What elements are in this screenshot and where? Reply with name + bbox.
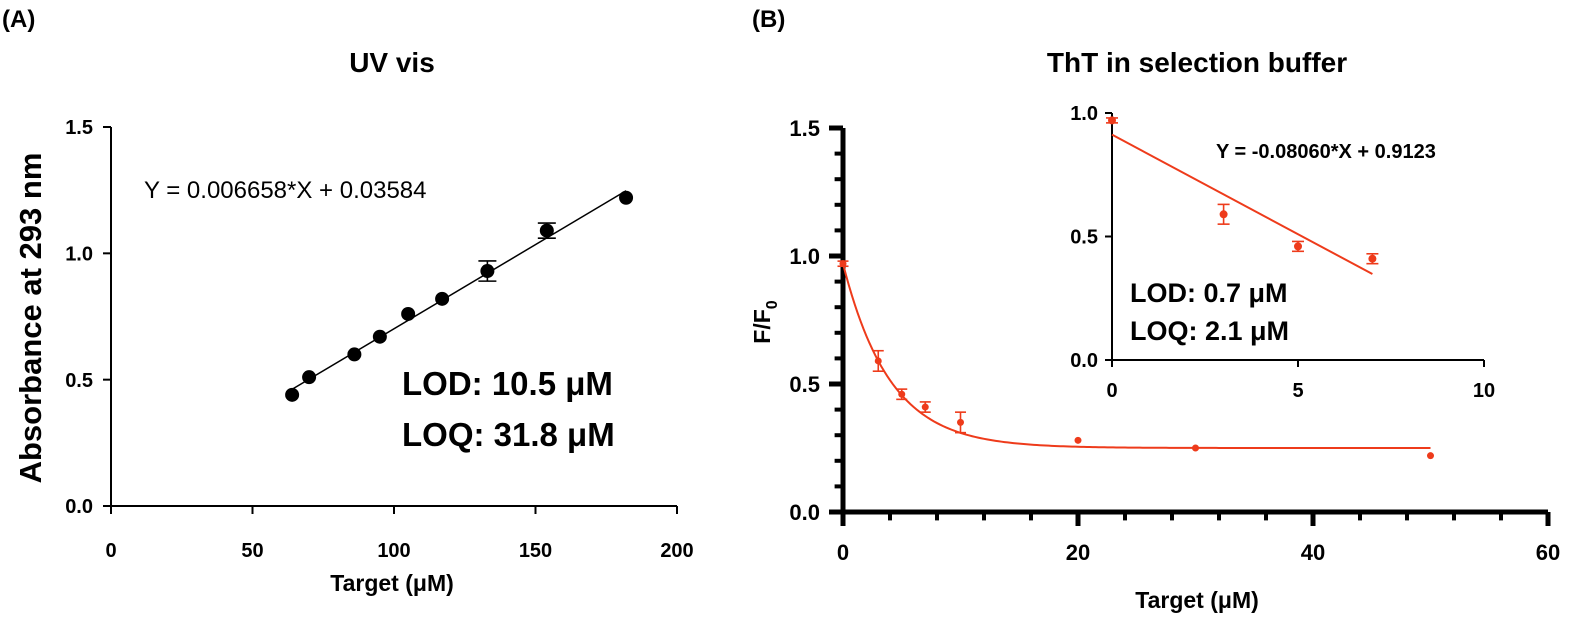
panel-b-y-axis-label-main: F/F <box>749 309 775 344</box>
panel-b-data-point <box>874 357 882 365</box>
panel-b-inset-fit-equation: Y = -0.08060*X + 0.9123 <box>1216 141 1436 163</box>
panel-b-inset-data-point <box>1368 254 1377 263</box>
panel-b-loq: LOQ: 2.1 μM <box>1130 316 1289 346</box>
panel-b-plot-area: 0 20 40 60 0.0 0.5 1.0 1.5 <box>789 116 1560 565</box>
panel-b-axes: 0 20 40 60 0.0 0.5 1.0 1.5 <box>789 116 1560 565</box>
panel-b-y-axis-label-subscript: 0 <box>764 300 781 309</box>
panel-b-data-point <box>957 418 964 426</box>
panel-b-data-point <box>1427 452 1434 460</box>
panel-a-fit-curve <box>291 190 627 390</box>
panel-b-x-tick-label: 60 <box>1536 540 1560 565</box>
panel-a-y-tick-label: 0.5 <box>65 370 93 392</box>
panel-b-data-point <box>1074 436 1082 444</box>
panel-b-y-tick-label: 1.5 <box>789 116 820 141</box>
panel-b-inset-y-tick-label: 1.0 <box>1070 103 1098 125</box>
panel-a-data-point <box>347 347 362 362</box>
panel-b-inset-fit-curve <box>1111 133 1373 275</box>
panel-b-data-point <box>898 390 906 398</box>
panel-a-y-tick-label: 1.5 <box>65 117 93 139</box>
panel-a-data-point <box>372 329 387 344</box>
panel-a-title: UV vis <box>349 47 435 78</box>
panel-a-data-point <box>401 306 416 321</box>
panel-a-data-point <box>539 223 554 238</box>
panel-b-y-tick-label: 1.0 <box>789 244 820 269</box>
panel-b-x-tick-label: 0 <box>837 540 849 565</box>
panel-b-lod: LOD: 0.7 μM <box>1130 278 1288 308</box>
panel-a-x-tick-label: 100 <box>377 540 410 562</box>
panel-a-y-tick-label: 0.0 <box>65 496 93 518</box>
panel-a-data-point <box>302 370 317 385</box>
panel-a-plot-area: 0 50 100 150 200 0.0 0.5 1.0 1.5 <box>65 117 694 562</box>
panel-b-inset-data-point <box>1219 210 1228 219</box>
panel-b-title: ThT in selection buffer <box>1047 47 1347 78</box>
panel-a-x-tick-label: 0 <box>105 540 116 562</box>
panel-a-fit-equation: Y = 0.006658*X + 0.03584 <box>144 177 426 204</box>
panel-a-x-axis-label: Target (μM) <box>330 570 454 596</box>
panel-a-data-point <box>619 190 634 205</box>
panel-b-inset-y-tick-label: 0.0 <box>1070 350 1098 372</box>
panel-b-data-point <box>921 403 929 411</box>
panel-a-axes: 0 50 100 150 200 0.0 0.5 1.0 1.5 <box>65 117 694 562</box>
panel-b-inset-x-tick-label: 5 <box>1292 380 1303 402</box>
panel-a-x-tick-label: 150 <box>519 540 552 562</box>
panel-a-data-point <box>435 291 450 306</box>
panel-b-x-axis-label: Target (μM) <box>1135 587 1259 613</box>
panel-b-inset-x-tick-label: 10 <box>1473 380 1495 402</box>
panel-b-inset-plot-area: 0 5 10 0.0 0.5 1.0 <box>1070 103 1495 402</box>
panel-b-fit-curve <box>842 263 1431 449</box>
panel-b-inset-data-point <box>1108 116 1116 125</box>
panel-a-lod: LOD: 10.5 μM <box>402 365 613 402</box>
panel-a-x-tick-label: 200 <box>660 540 693 562</box>
panel-a-data-point <box>480 264 495 279</box>
panel-b-data-point <box>839 260 847 268</box>
panel-a-y-axis-label: Absorbance at 293 nm <box>13 153 48 484</box>
panel-a-x-tick-label: 50 <box>241 540 263 562</box>
panel-b-inset-data-point <box>1294 242 1302 251</box>
panel-b-inset-y-tick-label: 0.5 <box>1070 227 1098 249</box>
panel-b-inset-axes: 0 5 10 0.0 0.5 1.0 <box>1070 103 1495 402</box>
panel-b-y-tick-label: 0.0 <box>789 500 820 525</box>
panel-b-y-axis-label: F/F0 <box>749 300 781 344</box>
panel-b-x-tick-label: 40 <box>1301 540 1325 565</box>
panel-b-inset-x-tick-label: 0 <box>1106 380 1117 402</box>
panel-b-label: (B) <box>752 6 785 33</box>
panel-a-loq: LOQ: 31.8 μM <box>402 416 615 453</box>
panel-b-x-tick-label: 20 <box>1066 540 1090 565</box>
panel-a: (A) UV vis 0 50 100 150 200 0.0 0.5 1.0 1.5 Targ… <box>2 6 694 596</box>
panel-a-data-point <box>285 387 300 402</box>
panel-a-label: (A) <box>2 6 35 33</box>
panel-a-y-tick-label: 1.0 <box>65 244 93 266</box>
panel-b-data-point <box>1192 444 1199 452</box>
panel-b-y-tick-label: 0.5 <box>789 372 820 397</box>
panel-b: (B) ThT in selection buffer 0 20 40 60 0.0 0.… <box>749 6 1560 613</box>
